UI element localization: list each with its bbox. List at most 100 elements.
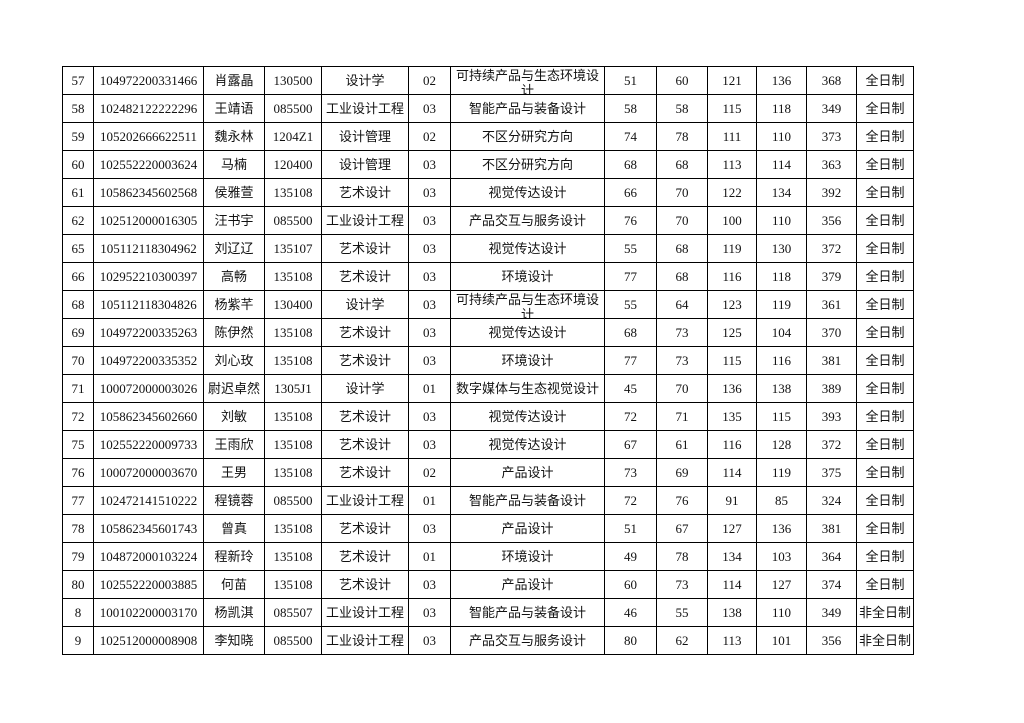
table-cell: 135108 [264,514,322,543]
table-cell: 85 [756,486,807,515]
table-cell: 102482122222296 [93,94,204,123]
table-cell: 72 [62,402,94,431]
table-cell: 085500 [264,206,322,235]
table-cell: 392 [806,178,857,207]
table-cell: 艺术设计 [321,430,409,459]
table-cell: 尉迟卓然 [203,374,265,403]
table-row: 75 102552220009733 王雨欣 135108 艺术设计 03 视觉传达设计 67… [62,430,914,459]
table-cell: 58 [604,94,657,123]
table-cell: 全日制 [856,262,914,291]
table-cell: 工业设计工程 [321,626,409,655]
table-cell: 135108 [264,402,322,431]
table-cell: 可持续产品与生态环境设计 [450,290,605,319]
table-row: 80 102552220003885 何苗 135108 艺术设计 03 产品设计 60 73 1… [62,570,914,599]
table-cell: 134 [756,178,807,207]
table-cell: 全日制 [856,374,914,403]
table-cell: 03 [408,262,451,291]
table-cell: 03 [408,626,451,655]
table-cell: 产品交互与服务设计 [450,206,605,235]
table-cell: 135107 [264,234,322,263]
table-cell: 91 [707,486,757,515]
table-cell: 曾真 [203,514,265,543]
table-cell: 03 [408,570,451,599]
table-cell: 汪书宇 [203,206,265,235]
table-cell: 王雨欣 [203,430,265,459]
table-cell: 118 [756,94,807,123]
table-cell: 70 [656,206,708,235]
table-cell: 艺术设计 [321,402,409,431]
table-cell: 55 [604,290,657,319]
table-cell: 全日制 [856,346,914,375]
table-cell: 马楠 [203,150,265,179]
table-cell: 王靖语 [203,94,265,123]
table-cell: 67 [656,514,708,543]
table-row: 59 105202666622511 魏永林 1204Z1 设计管理 02 不区分研究方向 7… [62,122,914,151]
table-cell: 01 [408,486,451,515]
table-cell: 艺术设计 [321,514,409,543]
table-cell: 75 [62,430,94,459]
table-cell: 085500 [264,94,322,123]
table-cell: 361 [806,290,857,319]
table-cell: 119 [756,458,807,487]
table-cell: 刘敏 [203,402,265,431]
table-cell: 136 [756,514,807,543]
table-cell: 杨凯淇 [203,598,265,627]
table-cell: 03 [408,178,451,207]
table-cell: 视觉传达设计 [450,178,605,207]
table-cell: 102552220009733 [93,430,204,459]
table-row: 79 104872000103224 程新玲 135108 艺术设计 01 环境设计 49 78… [62,542,914,571]
table-cell: 03 [408,206,451,235]
table-cell: 全日制 [856,94,914,123]
table-cell: 116 [707,262,757,291]
table-cell: 374 [806,570,857,599]
table-cell: 全日制 [856,234,914,263]
table-cell: 03 [408,234,451,263]
table-cell: 视觉传达设计 [450,402,605,431]
table-cell: 349 [806,94,857,123]
table-cell: 138 [707,598,757,627]
table-cell: 不区分研究方向 [450,150,605,179]
table-cell: 130 [756,234,807,263]
table-cell: 71 [62,374,94,403]
table-cell: 55 [656,598,708,627]
table-cell: 118 [756,262,807,291]
table-cell: 全日制 [856,486,914,515]
cell-text: 可持续产品与生态环境设计 [455,292,599,318]
table-cell: 全日制 [856,66,914,95]
table-cell: 372 [806,234,857,263]
table-cell: 73 [656,318,708,347]
table-cell: 环境设计 [450,346,605,375]
table-cell: 智能产品与装备设计 [450,94,605,123]
table-cell: 何苗 [203,570,265,599]
table-cell: 349 [806,598,857,627]
table-cell: 全日制 [856,122,914,151]
table-cell: 70 [62,346,94,375]
table-cell: 全日制 [856,402,914,431]
table-cell: 51 [604,514,657,543]
table-cell: 51 [604,66,657,95]
table-cell: 135108 [264,318,322,347]
table-cell: 135108 [264,430,322,459]
table-cell: 数字媒体与生态视觉设计 [450,374,605,403]
table-cell: 王男 [203,458,265,487]
table-cell: 全日制 [856,514,914,543]
table-cell: 368 [806,66,857,95]
table-cell: 113 [707,626,757,655]
table-cell: 03 [408,514,451,543]
table-cell: 324 [806,486,857,515]
table-cell: 02 [408,122,451,151]
table-row: 76 100072000003670 王男 135108 艺术设计 02 产品设计 73 69 1… [62,458,914,487]
table-cell: 356 [806,626,857,655]
table-cell: 116 [756,346,807,375]
table-cell: 70 [656,374,708,403]
table-cell: 艺术设计 [321,262,409,291]
table-row: 68 105112118304826 杨紫芊 130400 设计学 03 可持续产品与生态环… [62,290,914,319]
table-cell: 侯雅萱 [203,178,265,207]
table-cell: 80 [62,570,94,599]
table-cell: 视觉传达设计 [450,318,605,347]
table-cell: 68 [604,150,657,179]
table-row: 8 100102200003170 杨凯淇 085507 工业设计工程 03 智能产品与装备… [62,598,914,627]
table-cell: 59 [62,122,94,151]
table-row: 57 104972200331466 肖露晶 130500 设计学 02 可持续产品与生态环… [62,66,914,95]
table-cell: 03 [408,598,451,627]
